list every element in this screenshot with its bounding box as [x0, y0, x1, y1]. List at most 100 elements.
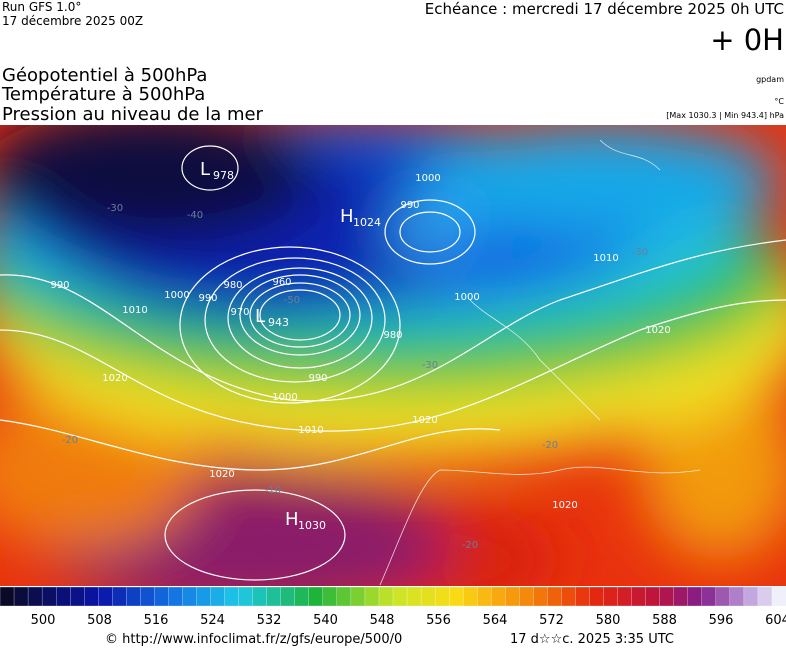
colorbar-swatch — [308, 586, 324, 607]
colorbar-swatch — [224, 586, 240, 607]
colorbar-swatch — [322, 586, 338, 607]
colorbar-label: 508 — [87, 613, 112, 628]
colorbar-swatch — [126, 586, 142, 607]
colorbar-swatch — [617, 586, 633, 607]
colorbar-swatch — [463, 586, 478, 607]
colorbar-swatch — [41, 586, 57, 607]
temperature-label: -50 — [284, 295, 300, 306]
temperature-label: -40 — [187, 210, 203, 221]
generated-time: 17 d☆☆c. 2025 3:35 UTC — [510, 632, 674, 647]
colorbar-swatch — [266, 586, 282, 607]
isobar-label: 1020 — [102, 373, 127, 384]
colorbar-swatch — [715, 586, 731, 607]
pressure-range: [Max 1030.3 | Min 943.4] hPa — [666, 111, 784, 120]
isobar-label: 990 — [50, 280, 69, 291]
colorbar-swatch — [154, 586, 170, 607]
colorbar-swatch — [280, 586, 296, 607]
temperature-label: -20 — [462, 540, 478, 551]
temperature-label: -10 — [265, 485, 281, 496]
colorbar-swatch — [336, 586, 352, 607]
colorbar-swatch — [112, 586, 127, 607]
colorbar-swatch — [743, 586, 759, 607]
echeance: Echéance : mercredi 17 décembre 2025 0h … — [425, 0, 784, 18]
isobar-label: 990 — [308, 373, 327, 384]
colorbar-swatch — [84, 586, 99, 607]
colorbar-label: 564 — [483, 613, 508, 628]
isobar-label: 1020 — [412, 415, 437, 426]
colorbar-swatch — [771, 586, 786, 607]
colorbar-swatch — [378, 586, 394, 607]
colorbar-swatch — [631, 586, 647, 607]
colorbar-swatch — [140, 586, 156, 607]
colorbar-label: 588 — [652, 613, 677, 628]
colorbar-swatch — [420, 586, 436, 607]
colorbar-swatch — [196, 586, 212, 607]
colorbar-swatch — [448, 586, 464, 607]
isobar-label: 1020 — [645, 325, 670, 336]
coastlines — [379, 139, 701, 586]
isobar-label: 960 — [272, 277, 291, 288]
colorbar-label: 516 — [144, 613, 169, 628]
temperature-label: -30 — [422, 360, 438, 371]
colorbar-swatch — [561, 586, 577, 607]
isobar-label: 1010 — [298, 425, 323, 436]
colorbar-swatch — [645, 586, 661, 607]
colorbar-swatch — [27, 586, 43, 607]
temperature-label: -30 — [632, 247, 648, 258]
colorbar-swatch — [603, 586, 619, 607]
isobar-label: 1000 — [454, 292, 479, 303]
colorbar-swatch — [659, 586, 675, 607]
colorbar-swatch — [589, 586, 605, 607]
temperature-label: -30 — [107, 203, 123, 214]
pressure-center-value: 1024 — [353, 216, 381, 229]
isobar-label: 1020 — [552, 500, 577, 511]
field-title: Géopotentiel à 500hPa — [2, 65, 207, 86]
field-title: Pression au niveau de la mer — [2, 104, 264, 125]
colorbar-swatch — [406, 586, 422, 607]
pressure-center-type: H — [285, 509, 299, 530]
isobar-label: 1000 — [415, 173, 440, 184]
isobar-label: 990 — [400, 200, 419, 211]
isobar-label: 1010 — [593, 253, 618, 264]
colorbar-swatch — [757, 586, 773, 607]
isobar-label: 970 — [230, 307, 249, 318]
colorbar-swatch — [252, 586, 268, 607]
run-date: 17 décembre 2025 00Z — [2, 14, 143, 28]
colorbar-label: 572 — [539, 613, 564, 628]
pressure-center-type: L — [255, 306, 265, 327]
pressure-center-value: 1030 — [298, 519, 326, 532]
colorbar-swatch — [701, 586, 717, 607]
colorbar-swatch — [491, 586, 506, 607]
isobar-label: 1000 — [272, 392, 297, 403]
pressure-center-value: 943 — [268, 316, 289, 329]
isobar-label: 980 — [223, 280, 242, 291]
isobar-label: 990 — [198, 293, 217, 304]
colorbar-swatch — [0, 586, 15, 607]
colorbar-swatch — [505, 586, 520, 607]
colorbar: 500 508 516 524 532 540 548 556 564 572 580 588 596 6… — [0, 586, 786, 628]
map — [0, 125, 786, 586]
pressure-center-type: L — [200, 159, 210, 180]
colorbar-label: 580 — [596, 613, 621, 628]
colorbar-swatch — [519, 586, 535, 607]
isobar-label: 1010 — [122, 305, 147, 316]
colorbar-label: 556 — [426, 613, 451, 628]
temperature-label: -20 — [542, 440, 558, 451]
isobar-label: 980 — [383, 330, 402, 341]
source: © http://www.infoclimat.fr/z/gfs/europe/… — [105, 632, 402, 647]
colorbar-swatch — [533, 586, 549, 607]
colorbar-label: 540 — [313, 613, 338, 628]
pressure-center-type: H — [340, 206, 354, 227]
colorbar-swatch — [182, 586, 198, 607]
isobar-label: 1020 — [209, 469, 234, 480]
isobars — [0, 145, 786, 581]
colorbar-label: 500 — [31, 613, 56, 628]
pressure-center-value: 978 — [213, 169, 234, 182]
colorbar-label: 596 — [709, 613, 734, 628]
colorbar-swatch — [729, 586, 745, 607]
unit-label: gpdam — [756, 75, 784, 84]
colorbar-swatch — [350, 586, 366, 607]
colorbar-swatch — [210, 586, 226, 607]
